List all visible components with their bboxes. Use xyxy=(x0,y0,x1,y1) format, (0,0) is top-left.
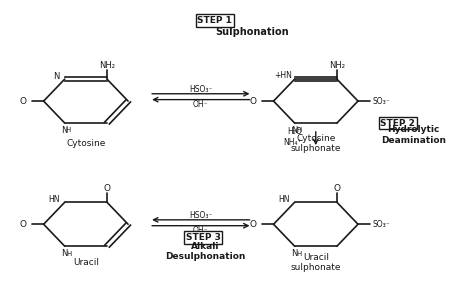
Text: NH₂: NH₂ xyxy=(329,60,345,70)
Text: HN: HN xyxy=(49,195,60,204)
Text: Uracil
sulphonate: Uracil sulphonate xyxy=(291,253,341,272)
Text: H: H xyxy=(67,250,72,257)
Text: STEP 2: STEP 2 xyxy=(380,119,415,128)
Text: H₂O: H₂O xyxy=(287,127,302,136)
Text: OH⁻: OH⁻ xyxy=(193,100,209,109)
Text: N: N xyxy=(292,126,298,135)
Text: O: O xyxy=(20,96,27,106)
Text: OH⁻: OH⁻ xyxy=(193,226,209,235)
Text: Uracil: Uracil xyxy=(73,258,99,267)
Text: O: O xyxy=(250,96,257,106)
Text: Cytosine: Cytosine xyxy=(66,139,106,148)
Text: Alkali
Desulphonation: Alkali Desulphonation xyxy=(165,242,246,261)
Text: HSO₃⁻: HSO₃⁻ xyxy=(189,211,212,220)
Text: +HN: +HN xyxy=(274,71,292,80)
Text: H: H xyxy=(297,250,302,257)
Text: NH₄⁺: NH₄⁺ xyxy=(283,138,302,147)
Text: N: N xyxy=(61,126,68,135)
Text: Sulphonation: Sulphonation xyxy=(216,27,289,37)
Text: STEP 1: STEP 1 xyxy=(197,16,232,25)
Text: HSO₃⁻: HSO₃⁻ xyxy=(189,85,212,94)
Text: N: N xyxy=(292,249,298,258)
Text: HN: HN xyxy=(278,195,290,204)
Text: O: O xyxy=(250,220,257,229)
Text: Cytosine
sulphonate: Cytosine sulphonate xyxy=(291,134,341,153)
Text: STEP 3: STEP 3 xyxy=(185,233,220,242)
Text: O: O xyxy=(20,220,27,229)
Text: SO₃⁻: SO₃⁻ xyxy=(372,220,390,229)
Text: NH₂: NH₂ xyxy=(99,60,115,70)
Text: N: N xyxy=(61,249,68,258)
Text: N: N xyxy=(53,72,59,81)
Text: Hydrolytic
Deamination: Hydrolytic Deamination xyxy=(381,125,446,144)
Text: SO₃⁻: SO₃⁻ xyxy=(372,96,390,106)
Text: O: O xyxy=(333,184,340,193)
Text: H: H xyxy=(66,127,71,133)
Text: H: H xyxy=(297,127,302,133)
Text: O: O xyxy=(103,184,110,193)
